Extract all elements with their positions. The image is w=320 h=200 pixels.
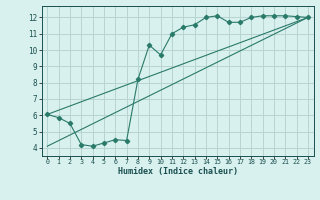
X-axis label: Humidex (Indice chaleur): Humidex (Indice chaleur) (118, 167, 237, 176)
